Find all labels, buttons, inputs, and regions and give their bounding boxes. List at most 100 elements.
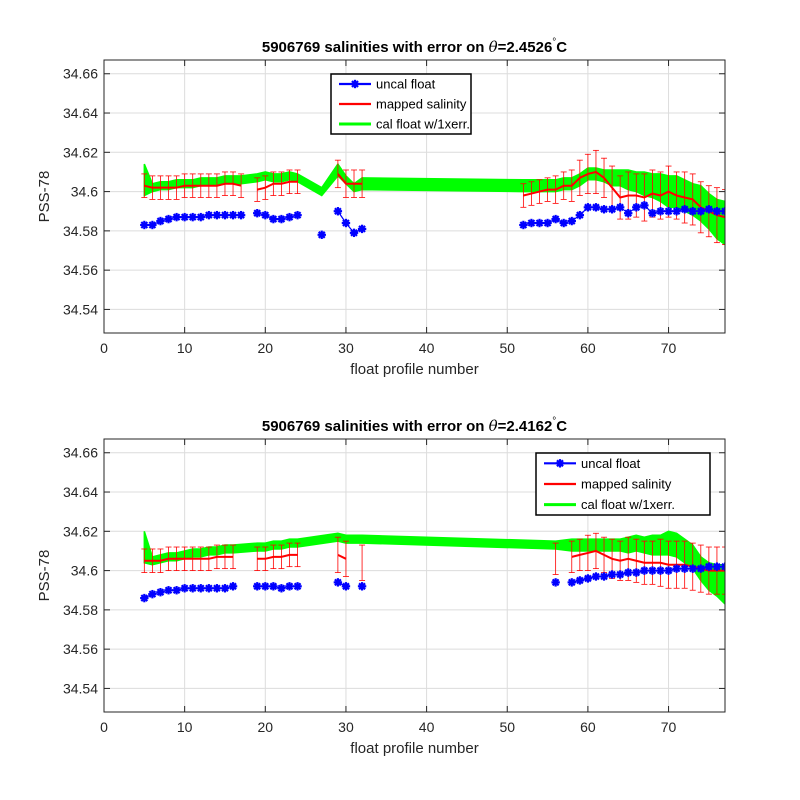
mapped-error-bar <box>173 175 180 200</box>
mapped-salinity-line <box>144 555 234 562</box>
legend-entry: cal float w/1xerr. <box>339 117 470 132</box>
uncal-float-point <box>704 205 714 214</box>
mapped-error-bar <box>173 546 180 571</box>
uncal-float-point <box>212 210 222 220</box>
x-tick-label: 0 <box>100 340 108 356</box>
uncal-float-point <box>164 214 173 224</box>
x-tick-label: 10 <box>177 340 193 356</box>
uncal-float-point <box>640 566 649 575</box>
mapped-error-bar <box>205 173 212 198</box>
mapped-error-bar <box>665 540 672 589</box>
mapped-error-bar <box>286 169 293 194</box>
mapped-salinity-line <box>257 553 298 560</box>
y-tick-label: 34.6 <box>71 184 98 200</box>
y-tick-label: 34.56 <box>63 262 98 278</box>
axes-box <box>103 59 726 334</box>
chart-title: 5906769 salinities with error on θ=2.416… <box>262 416 567 435</box>
uncal-float-point <box>180 584 189 593</box>
mapped-error-bar <box>681 171 688 224</box>
uncal-float-point <box>559 218 568 228</box>
mapped-error-bar <box>560 171 567 200</box>
uncal-float-point <box>583 203 593 212</box>
uncal-float-point <box>648 208 657 218</box>
mapped-error-bar <box>568 540 575 573</box>
uncal-float-point <box>640 201 649 210</box>
mapped-error-bar <box>270 544 277 570</box>
uncal-float-point <box>341 582 351 591</box>
uncal-float-point <box>712 562 722 571</box>
uncal-float-point <box>575 210 585 220</box>
chart-panel-2: 0 10 20 30 40 50 60 70 34.54 34.56 34.58 34.6 34.62 3… <box>36 416 726 757</box>
uncal-float-point <box>148 589 157 599</box>
legend-entry: uncal float <box>339 77 436 92</box>
uncal-float-point <box>236 210 246 220</box>
y-tick-label: 34.54 <box>63 301 98 317</box>
uncal-float-point <box>277 584 286 593</box>
mapped-error-bar <box>286 542 293 568</box>
uncal-float-point <box>632 203 641 212</box>
mapped-error-bar <box>359 544 366 581</box>
x-tick-label: 50 <box>499 719 515 735</box>
mapped-error-bar <box>528 181 535 206</box>
uncal-float-point <box>543 218 552 228</box>
mapped-error-bar <box>254 177 261 202</box>
uncal-float-point <box>212 584 222 593</box>
mapped-error-bar <box>544 177 551 202</box>
uncal-float-point <box>188 212 197 222</box>
mapped-error-bar <box>254 546 261 571</box>
x-tick-label: 30 <box>338 340 354 356</box>
mapped-error-bar <box>722 189 725 246</box>
mapped-error-bar <box>617 175 624 220</box>
mapped-error-bar <box>230 171 237 196</box>
mapped-error-bar <box>552 542 559 575</box>
y-tick-label: 34.6 <box>71 563 98 579</box>
mapped-error-bar <box>520 183 527 208</box>
uncal-float-point <box>277 214 286 224</box>
mapped-error-bar <box>221 544 228 570</box>
legend-entry: uncal float <box>544 456 641 471</box>
mapped-error-bar <box>592 532 599 570</box>
uncal-float-point <box>624 568 633 577</box>
uncal-float-point <box>357 224 367 234</box>
uncal-float-point <box>680 205 689 214</box>
legend-entry: cal float w/1xerr. <box>544 497 675 512</box>
mapped-error-bar <box>230 544 237 570</box>
uncal-float-point <box>204 210 214 220</box>
mapped-salinity-line <box>337 553 347 560</box>
uncal-float-point <box>196 584 205 593</box>
x-tick-label: 50 <box>499 340 515 356</box>
uncal-float-point <box>664 207 673 216</box>
uncal-float-point <box>551 214 560 224</box>
uncal-float-point <box>204 584 214 593</box>
mapped-error-bar <box>722 546 725 595</box>
uncal-float-point <box>156 216 165 226</box>
mapped-error-bar <box>342 169 349 198</box>
mapped-error-bar <box>584 153 591 194</box>
uncal-float-point <box>156 587 165 597</box>
uncal-float-point <box>285 212 294 222</box>
uncal-float-point <box>253 208 262 218</box>
mapped-error-bar <box>149 548 156 573</box>
y-tick-label: 34.64 <box>63 105 98 121</box>
uncal-float-point <box>712 207 722 216</box>
uncal-float-point <box>196 212 205 222</box>
uncal-float-point <box>607 570 617 579</box>
uncal-float-point <box>607 205 617 214</box>
mapped-error-bar <box>221 171 228 196</box>
legend-label: uncal float <box>581 456 641 471</box>
y-tick-label: 34.66 <box>63 66 98 82</box>
uncal-float-point <box>615 570 625 579</box>
uncal-float-point <box>220 584 230 593</box>
y-tick-label: 34.56 <box>63 641 98 657</box>
uncal-float-point <box>261 210 270 220</box>
chart-title: 5906769 salinities with error on θ=2.452… <box>262 37 567 56</box>
uncal-float-point <box>341 218 351 228</box>
legend: uncal float mapped salinity cal float w/1x… <box>535 452 711 516</box>
uncal-float-point <box>164 586 173 595</box>
mapped-error-bar <box>141 173 148 198</box>
uncal-float-point <box>228 210 238 220</box>
y-tick-label: 34.58 <box>63 602 98 618</box>
x-tick-label: 20 <box>258 340 274 356</box>
mapped-error-bar <box>334 159 341 189</box>
